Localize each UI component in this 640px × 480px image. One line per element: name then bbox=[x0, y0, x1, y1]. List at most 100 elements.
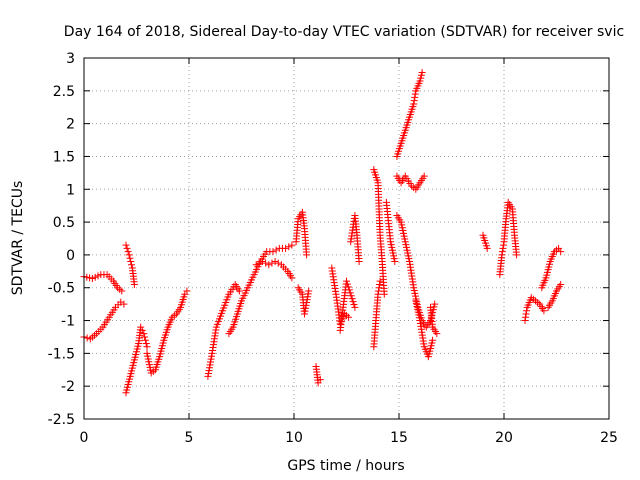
y-tick-label: 3 bbox=[66, 51, 75, 67]
data-point bbox=[303, 298, 311, 306]
data-point bbox=[411, 90, 419, 98]
data-point bbox=[557, 248, 565, 256]
data-point bbox=[376, 280, 384, 288]
x-tick-label: 10 bbox=[285, 430, 303, 446]
data-point bbox=[205, 364, 213, 372]
data-point bbox=[498, 251, 506, 259]
x-tick-label: 15 bbox=[390, 430, 408, 446]
data-point bbox=[303, 296, 311, 304]
data-point bbox=[204, 369, 212, 377]
data-point bbox=[417, 74, 425, 82]
data-point bbox=[142, 340, 150, 348]
data-point bbox=[262, 259, 270, 267]
data-point bbox=[355, 257, 363, 265]
data-point bbox=[499, 244, 507, 252]
data-point bbox=[374, 290, 382, 298]
data-point bbox=[118, 287, 126, 295]
data-point bbox=[125, 251, 133, 259]
plot-frame bbox=[83, 57, 610, 420]
data-point bbox=[288, 274, 296, 282]
data-point bbox=[380, 290, 388, 298]
data-point bbox=[375, 284, 383, 292]
data-point bbox=[303, 251, 311, 259]
data-point bbox=[431, 300, 439, 308]
y-tick-label: -2.5 bbox=[48, 412, 75, 428]
x-tick-label: 20 bbox=[495, 430, 513, 446]
data-point bbox=[205, 367, 213, 375]
y-tick-label: 1 bbox=[66, 182, 75, 198]
data-point bbox=[123, 244, 131, 252]
data-point bbox=[183, 287, 191, 295]
data-point bbox=[523, 307, 531, 315]
y-tick-label: 2.5 bbox=[53, 84, 75, 100]
data-point bbox=[316, 376, 324, 384]
data-point bbox=[235, 287, 243, 295]
data-point bbox=[429, 336, 437, 344]
data-point bbox=[347, 292, 355, 300]
data-point bbox=[410, 97, 418, 105]
data-point bbox=[207, 358, 215, 366]
data-point bbox=[483, 244, 491, 252]
data-point bbox=[255, 259, 263, 267]
data-point bbox=[124, 248, 132, 256]
data-point bbox=[305, 287, 313, 295]
data-point bbox=[557, 280, 565, 288]
data-point bbox=[141, 336, 149, 344]
y-tick-label: 0 bbox=[66, 248, 75, 264]
data-point bbox=[348, 295, 356, 303]
data-point bbox=[375, 287, 383, 295]
data-point bbox=[138, 326, 146, 334]
data-point bbox=[285, 243, 293, 251]
data-point bbox=[141, 333, 149, 341]
data-point bbox=[345, 286, 353, 294]
x-tick-label: 25 bbox=[600, 430, 618, 446]
y-tick-label: -1 bbox=[61, 314, 75, 330]
data-point bbox=[269, 248, 277, 256]
data-point bbox=[140, 330, 148, 338]
data-point bbox=[522, 313, 530, 321]
chart-title: Day 164 of 2018, Sidereal Day-to-day VTE… bbox=[64, 24, 624, 40]
y-tick-label: -2 bbox=[61, 379, 75, 395]
data-point bbox=[268, 259, 276, 267]
data-point bbox=[417, 71, 425, 79]
data-point bbox=[127, 257, 135, 265]
data-point bbox=[304, 290, 312, 298]
data-point bbox=[410, 100, 418, 108]
data-point bbox=[265, 261, 273, 269]
data-point bbox=[349, 298, 357, 306]
data-point bbox=[143, 343, 151, 351]
x-axis-label: GPS time / hours bbox=[287, 458, 404, 474]
data-point bbox=[522, 310, 530, 318]
data-point bbox=[301, 310, 308, 318]
data-series bbox=[80, 68, 565, 397]
data-point bbox=[345, 313, 353, 321]
data-point bbox=[288, 241, 296, 249]
data-point bbox=[126, 254, 134, 262]
data-point bbox=[282, 244, 290, 252]
data-point bbox=[137, 323, 145, 331]
data-point bbox=[411, 93, 419, 101]
y-tick-label: 0.5 bbox=[53, 215, 75, 231]
data-point bbox=[343, 280, 351, 288]
data-point bbox=[208, 352, 216, 360]
y-tick-label: 1.5 bbox=[53, 149, 75, 165]
data-point bbox=[130, 280, 138, 288]
y-tick-label: -0.5 bbox=[48, 281, 75, 297]
data-point bbox=[420, 172, 428, 180]
data-point bbox=[206, 361, 214, 369]
data-point bbox=[351, 303, 359, 311]
data-point bbox=[391, 257, 399, 265]
data-point bbox=[272, 246, 280, 254]
data-point bbox=[83, 334, 91, 342]
data-point bbox=[499, 241, 507, 249]
data-point bbox=[376, 277, 384, 285]
data-point bbox=[416, 77, 424, 85]
y-tick-label: -1.5 bbox=[48, 346, 75, 362]
data-point bbox=[304, 293, 312, 301]
x-tick-label: 5 bbox=[185, 430, 194, 446]
data-point bbox=[207, 355, 215, 363]
data-point bbox=[252, 261, 260, 269]
data-point bbox=[540, 307, 548, 315]
